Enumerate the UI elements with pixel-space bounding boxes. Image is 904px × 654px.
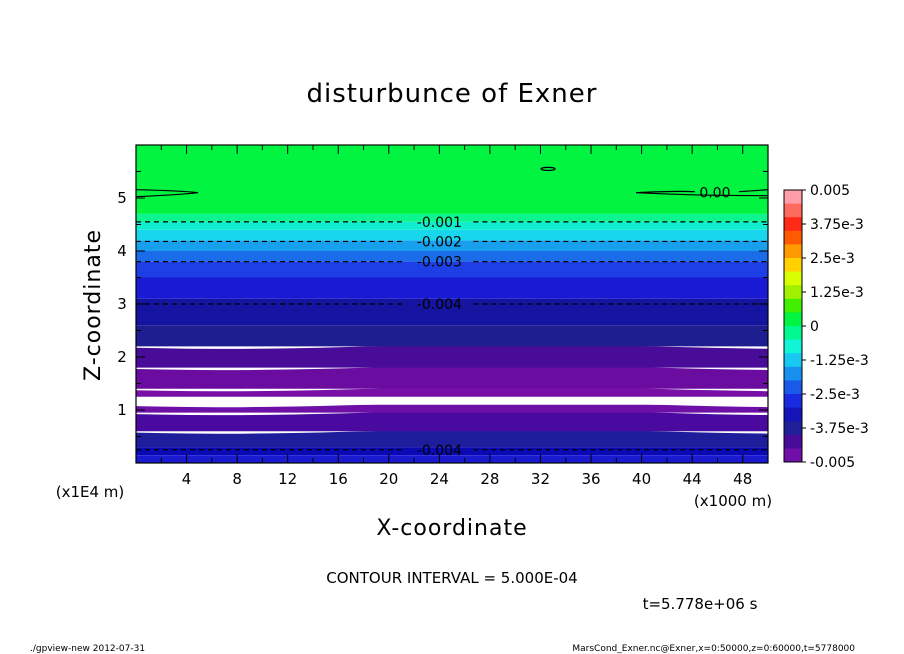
colorbar-labels: 0.005 3.75e-3 2.5e-3 1.25e-3 0 -1.25e-3 -2.5e-… xyxy=(802,183,869,471)
x-axis-unit: (x1000 m) xyxy=(694,492,772,510)
x-tick-label: 28 xyxy=(480,470,499,488)
contour-band xyxy=(136,145,768,214)
y-tick-label: 4 xyxy=(117,242,127,260)
colorbar-segment xyxy=(784,394,802,409)
colorbar-label: 2.5e-3 xyxy=(810,251,855,267)
contour-band xyxy=(136,221,768,230)
contour-band xyxy=(136,455,768,463)
colorbar-label: 3.75e-3 xyxy=(810,217,864,233)
colorbar-segment xyxy=(784,285,802,300)
contour-band xyxy=(136,240,768,251)
contour-band xyxy=(136,229,768,241)
x-tick-label: 24 xyxy=(430,470,449,488)
contour-label: -0.004 xyxy=(417,297,462,313)
contour-band xyxy=(136,251,768,262)
colorbar xyxy=(783,189,803,463)
contour-band xyxy=(136,394,768,405)
x-tick-label: 44 xyxy=(683,470,702,488)
time-label: t=5.778e+06 s xyxy=(643,595,758,613)
contour-line-zero-island xyxy=(540,166,556,171)
colorbar-segment xyxy=(784,203,802,218)
colorbar-segment xyxy=(784,217,802,232)
y-tick-label: 2 xyxy=(117,348,127,366)
contour-label: -0.003 xyxy=(417,255,462,271)
contour-band xyxy=(136,386,768,397)
chart-title: disturbunce of Exner xyxy=(307,79,598,109)
contour-label: -0.002 xyxy=(417,234,462,250)
contour-label: -0.004 xyxy=(417,443,462,459)
x-axis-label: X-coordinate xyxy=(376,516,527,541)
x-tick-label: 40 xyxy=(632,470,651,488)
x-tick-label: 4 xyxy=(182,470,192,488)
x-tick-label: 32 xyxy=(531,470,550,488)
y-tick-label: 3 xyxy=(117,295,127,313)
y-axis-ticks: 1 2 3 4 5 xyxy=(117,144,768,464)
x-tick-label: 36 xyxy=(581,470,600,488)
x-tick-label: 20 xyxy=(379,470,398,488)
x-axis-ticks: 4 8 12 16 20 24 28 32 36 40 44 48 xyxy=(135,145,769,488)
colorbar-segment xyxy=(784,434,802,449)
contour-band xyxy=(136,365,768,389)
contour-band xyxy=(136,343,768,368)
colorbar-segment xyxy=(784,366,802,381)
x-tick-label: 8 xyxy=(232,470,242,488)
colorbar-segment xyxy=(784,244,802,259)
plot-area: 0.00 -0.001 -0.002 -0.003 -0.004 -0.004 xyxy=(135,144,769,464)
contour-label: -0.001 xyxy=(417,215,462,231)
contour-band xyxy=(136,428,768,448)
x-tick-label: 16 xyxy=(329,470,348,488)
colorbar-segment xyxy=(784,230,802,245)
colorbar-label: 0 xyxy=(810,319,819,335)
colorbar-segment xyxy=(784,380,802,395)
colorbar-label: -3.75e-3 xyxy=(810,421,869,437)
footer-left: ./gpview-new 2012-07-31 xyxy=(30,644,145,654)
contour-band xyxy=(136,410,768,432)
colorbar-label: -2.5e-3 xyxy=(810,387,860,403)
contour-line-zero xyxy=(135,189,199,198)
colorbar-segment xyxy=(784,421,802,436)
contour-band xyxy=(136,402,768,413)
contour-interval-label: CONTOUR INTERVAL = 5.000E-04 xyxy=(326,569,577,587)
y-tick-label: 5 xyxy=(117,189,127,207)
contour-band xyxy=(136,261,768,278)
colorbar-segment xyxy=(784,326,802,341)
colorbar-segment xyxy=(784,258,802,273)
colorbar-label: 1.25e-3 xyxy=(810,285,864,301)
contour-band xyxy=(136,298,768,326)
contour-label: 0.00 xyxy=(699,186,730,202)
x-tick-label: 48 xyxy=(733,470,752,488)
contour-line-zero-right xyxy=(635,189,769,197)
y-axis-label: Z-coordinate xyxy=(81,229,106,381)
colorbar-segment xyxy=(784,448,802,463)
contour-band xyxy=(136,447,768,456)
contour-band xyxy=(136,325,768,347)
colorbar-segment xyxy=(784,298,802,313)
colorbar-label: -0.005 xyxy=(810,455,855,471)
footer-right: MarsCond_Exner.nc@Exner,x=0:50000,z=0:60… xyxy=(572,644,855,654)
y-axis-unit: (x1E4 m) xyxy=(56,483,125,501)
colorbar-segment xyxy=(784,312,802,327)
contour-band xyxy=(136,213,768,222)
contour-band xyxy=(136,277,768,299)
colorbar-label: -1.25e-3 xyxy=(810,353,869,369)
colorbar-label: 0.005 xyxy=(810,183,850,199)
colorbar-segment xyxy=(784,353,802,368)
y-tick-label: 1 xyxy=(117,401,127,419)
colorbar-segment xyxy=(784,190,802,205)
colorbar-segment xyxy=(784,339,802,354)
x-tick-label: 12 xyxy=(278,470,297,488)
colorbar-segment xyxy=(784,407,802,422)
colorbar-segment xyxy=(784,271,802,286)
